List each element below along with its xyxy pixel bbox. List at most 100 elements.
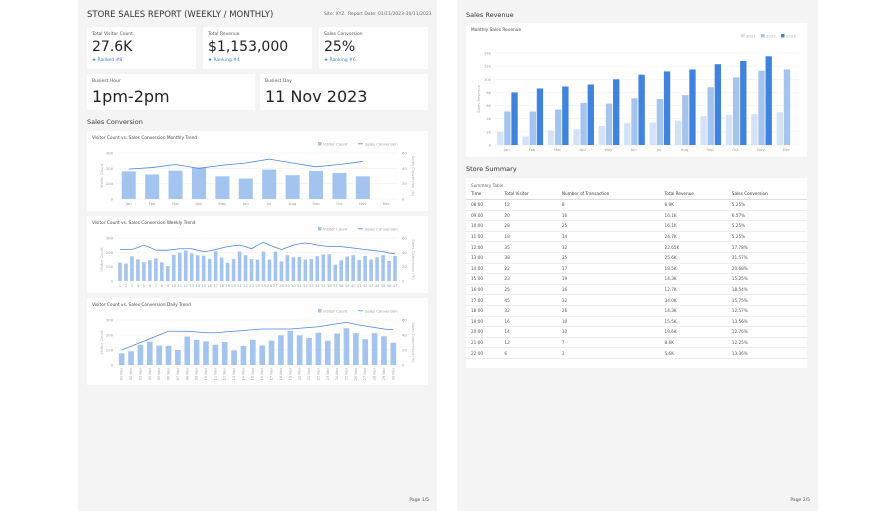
y-axis-label: Sales Revenue: [476, 84, 481, 113]
legend-swatch-visitor: [318, 227, 322, 231]
x-tick-label: 11: [177, 283, 182, 288]
kpi-label: Sales Conversion: [324, 32, 363, 37]
bar-2023: [638, 74, 645, 145]
table-row: 15:00 23 19 14.3K 15.25%: [466, 273, 807, 285]
star-icon: ★: [92, 58, 98, 63]
x-tick-label: 25 Nov: [344, 368, 348, 380]
bar: [355, 176, 370, 199]
table-cell: 10: [556, 326, 660, 338]
table-cell: 10:00: [466, 220, 500, 232]
x-tick-label: 30: [291, 283, 296, 288]
x-tick-label: 17 Nov: [270, 368, 274, 380]
weekly-trend-chart: Visitor Count vs. Sales Conversion Weekl…: [87, 216, 428, 293]
x-tick-label: 8: [161, 283, 164, 288]
bar: [362, 339, 369, 365]
bar: [296, 335, 303, 365]
kpi-label: Total Visitor Count: [92, 32, 133, 37]
bar: [315, 256, 320, 281]
x-tick-label: 21 Nov: [307, 368, 311, 380]
legend-swatch: [761, 34, 765, 38]
bar-2021: [674, 120, 682, 145]
table-cell: 23: [499, 273, 557, 285]
x-tick-label: 38: [339, 283, 344, 288]
x-tick-label: 15: [201, 283, 206, 288]
table-cell: 28: [499, 220, 557, 232]
y-tick-label: 0: [111, 197, 114, 202]
x-tick-label: 01 Nov: [120, 368, 124, 380]
x-tick-label: 6: [149, 283, 152, 288]
bar: [148, 260, 152, 281]
x-tick-label: 05 Nov: [157, 368, 161, 380]
bar: [381, 255, 385, 281]
bar: [130, 256, 134, 281]
y-tick-label: 10k: [484, 77, 492, 82]
table-row: 10:00 28 25 16.1K 5.25%: [466, 220, 807, 232]
y-axis-label: Visitor Count: [99, 330, 104, 355]
x-tick-label: 44: [375, 283, 380, 288]
bar-2021: [700, 116, 707, 145]
table-cell: 17: [556, 263, 660, 275]
table-header-row: Time Total Visitor Number of Transaction To…: [466, 188, 807, 200]
table-cell: 8: [556, 199, 660, 211]
bar: [303, 259, 308, 281]
bar: [262, 169, 277, 199]
x-tick-label: 10 Nov: [204, 368, 208, 380]
bar: [237, 251, 242, 281]
table-row: 16:00 25 16 12.7K 18.54%: [466, 284, 807, 296]
legend-label: 2021: [746, 33, 756, 38]
busiest-day-label: Busiest Day: [265, 79, 292, 84]
y2-tick-label: 0: [402, 197, 405, 202]
bar-2023: [562, 86, 569, 145]
bar-2023: [511, 92, 518, 145]
bar: [142, 261, 146, 281]
bar-2021: [547, 130, 555, 145]
x-tick-label: 41: [357, 283, 362, 288]
kpi-value: 27.6K: [92, 39, 133, 55]
bar: [327, 254, 332, 281]
y-tick-label: 4k: [486, 116, 491, 121]
bar-2021: [649, 122, 656, 145]
table-row: 20:00 14 10 19.6K 12.76%: [466, 326, 807, 338]
bar-2023: [587, 84, 594, 145]
bar-2022: [707, 87, 714, 145]
y-tick-label: 14k: [484, 51, 492, 56]
x-tick-label: 47: [393, 283, 398, 288]
x-tick-label: Oct: [336, 201, 343, 206]
bar: [333, 264, 338, 281]
bar: [393, 255, 397, 281]
x-tick-label: 7: [155, 283, 158, 288]
table-cell: 32: [556, 241, 660, 253]
y2-axis-label: Sales Conversion (%): [411, 156, 416, 197]
bar: [291, 257, 296, 281]
x-tick-label: Jun: [630, 147, 638, 152]
kpi-card-revenue: Total Revenue $1,153,000 ★ Ranking #4: [203, 27, 312, 69]
bar: [321, 254, 326, 281]
x-tick-label: May: [218, 201, 227, 206]
table-cell: 32: [556, 294, 660, 306]
y-tick-label: 300: [106, 236, 114, 241]
table-cell: 35: [556, 252, 660, 264]
bar: [189, 253, 194, 281]
y2-tick-label: 60: [402, 151, 407, 156]
bar: [353, 333, 359, 365]
bar: [285, 175, 300, 199]
page-number: Page 1/5: [409, 498, 429, 503]
x-tick-label: Mar: [172, 201, 180, 206]
busiest-hour-card: Busiest Hour 1pm-2pm: [87, 74, 255, 110]
table-cell: 12: [499, 337, 557, 349]
table-cell: 45: [499, 294, 557, 306]
report-date: Report Date: 01/11/2023-30/11/2023: [348, 12, 432, 17]
bar: [203, 341, 209, 365]
bar: [221, 342, 228, 365]
x-tick-label: 27: [273, 283, 278, 288]
column-header: Number of Transaction: [556, 188, 660, 200]
table-cell: 3: [556, 347, 660, 359]
x-tick-label: 3: [131, 283, 134, 288]
table-row: 11:00 18 14 24.7K 5.25%: [466, 231, 807, 243]
x-tick-label: Oct: [732, 147, 739, 152]
bar: [191, 167, 206, 199]
summary-table-card: Summary Table Time Total Visitor Number of…: [466, 178, 807, 368]
bar: [124, 263, 128, 281]
table-row: 09:00 20 16 16.1K 6.57%: [466, 210, 807, 222]
bar: [225, 262, 230, 281]
